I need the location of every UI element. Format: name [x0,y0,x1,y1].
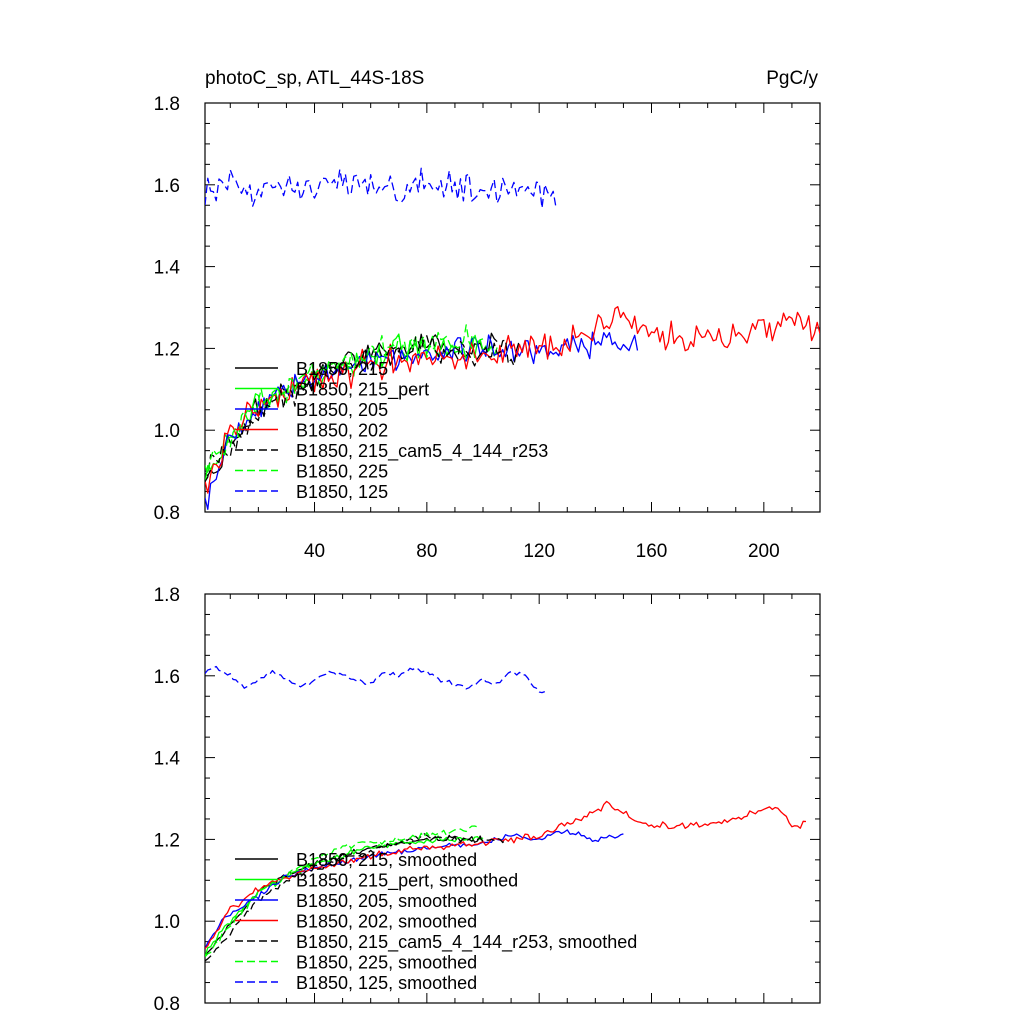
legend-label: B1850, 215_cam5_4_144_r253 [296,441,548,462]
legend-label: B1850, 225 [296,462,388,482]
y-tick-label: 0.8 [154,994,180,1015]
legend-label: B1850, 225, smoothed [296,953,477,973]
legend-label: B1850, 205, smoothed [296,891,477,911]
series-line-5 [205,825,478,958]
y-tick-label: 1.2 [154,339,180,360]
x-tick-label: 40 [304,541,325,562]
series-line-6 [205,665,546,694]
legend-label: B1850, 215_pert [296,380,429,401]
series-line-5 [205,324,484,475]
legend-label: B1850, 202, smoothed [296,912,477,932]
series-line-2 [205,829,624,950]
legend-label: B1850, 205 [296,400,388,420]
y-tick-label: 1.6 [154,176,180,197]
chart-units: PgC/y [766,68,818,89]
legend-label: B1850, 125 [296,482,388,502]
top-panel: 40 80 120 160 200 0.8 1.0 1.2 1.4 1.6 1.8 photoC_sp… [154,68,821,562]
legend-label: B1850, 215, smoothed [296,850,477,870]
series-line-6 [205,167,557,209]
y-tick-label: 1.0 [154,912,180,933]
y-tick-label: 1.2 [154,830,180,851]
y-tick-label: 1.6 [154,667,180,688]
y-tick-label: 1.8 [154,585,180,606]
legend-label: B1850, 202 [296,421,388,441]
series-line-3 [205,306,820,494]
series-line-2 [205,331,639,510]
y-tick-label: 1.0 [154,421,180,442]
x-tick-label: 200 [748,541,780,562]
x-tick-label: 160 [636,541,668,562]
legend-label: B1850, 215_pert, smoothed [296,871,518,892]
chart-title: photoC_sp, ATL_44S-18S [205,68,424,89]
legend-label: B1850, 215_cam5_4_144_r253, smoothed [296,932,637,953]
y-tick-label: 1.8 [154,94,180,115]
series-line-4 [205,833,506,962]
y-tick-label: 1.4 [154,749,181,770]
y-tick-label: 0.8 [154,503,180,524]
legend-label: B1850, 215 [296,359,388,379]
x-tick-label: 80 [416,541,437,562]
series-line-4 [205,335,521,482]
legend-label: B1850, 125, smoothed [296,973,477,993]
x-tick-label: 120 [523,541,555,562]
y-tick-label: 1.4 [154,258,181,279]
